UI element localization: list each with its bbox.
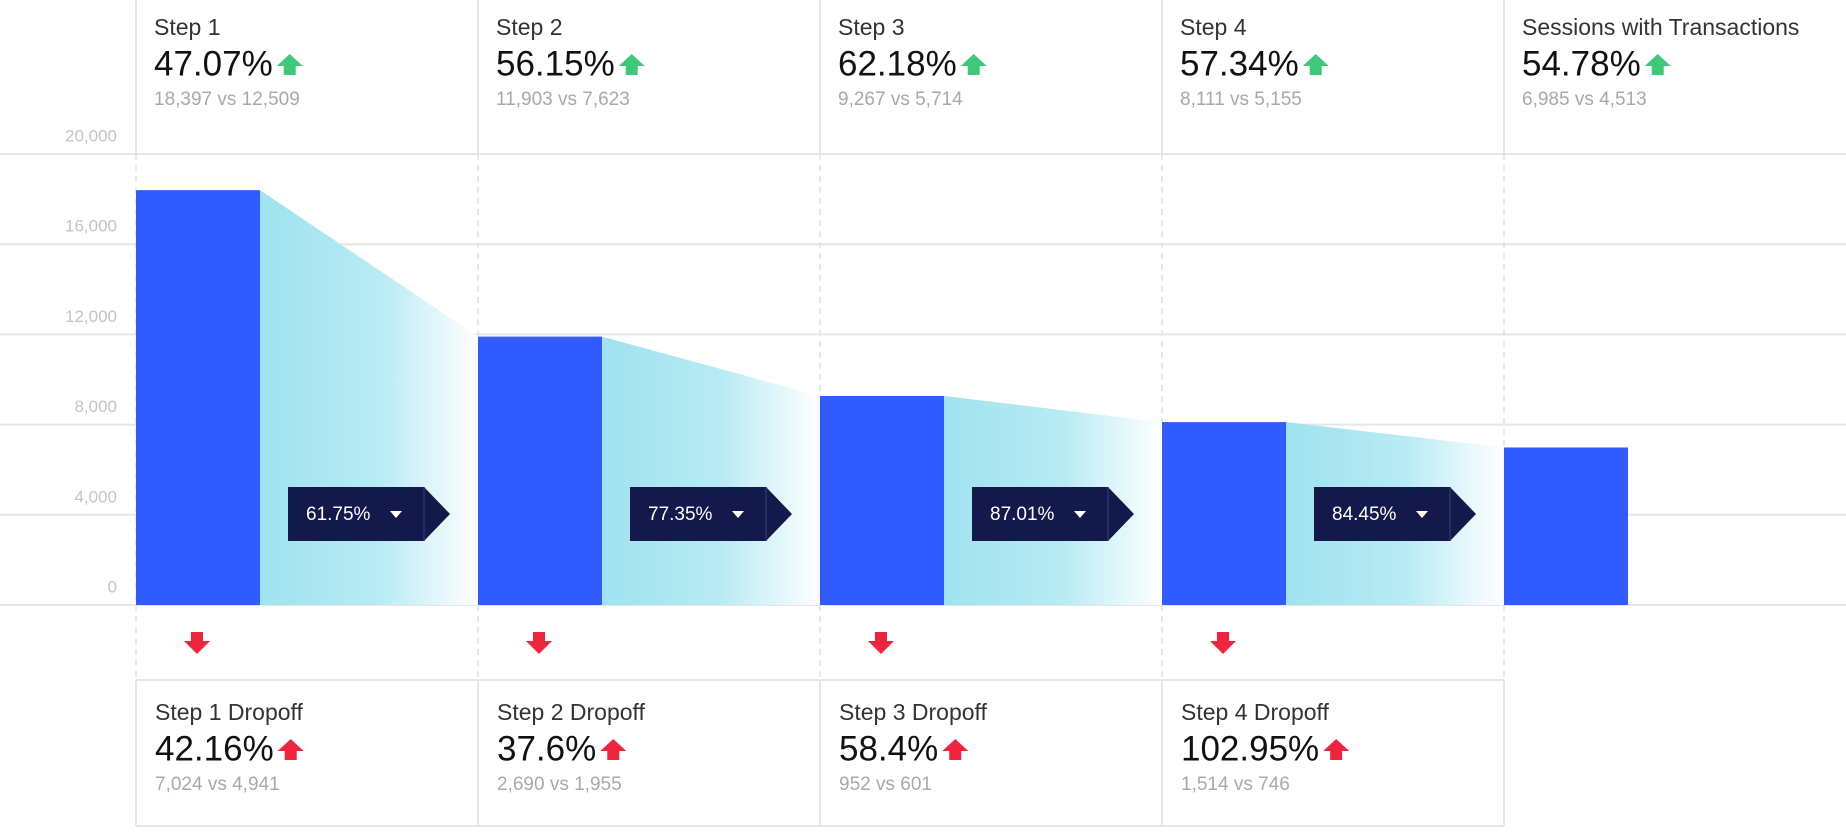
card-title: Step 4 Dropoff xyxy=(1181,699,1330,725)
y-tick-label: 0 xyxy=(108,577,117,596)
card-title: Step 1 Dropoff xyxy=(155,699,304,725)
flow-area xyxy=(260,190,478,605)
conversion-badge xyxy=(288,487,450,541)
card-rate: 47.07% xyxy=(154,44,273,83)
trend-arrow xyxy=(1302,54,1329,75)
dropoff-arrow xyxy=(184,632,210,654)
flow-area xyxy=(602,336,820,605)
trend-arrow xyxy=(618,54,645,75)
card-rate: 57.34% xyxy=(1180,44,1299,83)
card-compare: 8,111 vs 5,155 xyxy=(1180,89,1302,110)
y-tick-label: 16,000 xyxy=(65,217,117,236)
trend-arrow xyxy=(276,54,303,75)
y-tick-label: 4,000 xyxy=(74,487,117,506)
card-rate: 58.4% xyxy=(839,729,938,768)
card-rate: 54.78% xyxy=(1522,44,1641,83)
card-compare: 952 vs 601 xyxy=(839,774,932,795)
dropdown-caret xyxy=(1074,511,1086,518)
card-compare: 18,397 vs 12,509 xyxy=(154,89,300,110)
card-title: Step 1 xyxy=(154,14,221,40)
card-title: Step 3 xyxy=(838,14,905,40)
y-tick-label: 20,000 xyxy=(65,126,117,145)
conversion-label: 61.75% xyxy=(306,504,371,525)
card-title: Sessions with Transactions xyxy=(1522,14,1799,40)
card-compare: 1,514 vs 746 xyxy=(1181,774,1290,795)
card-compare: 2,690 vs 1,955 xyxy=(497,774,622,795)
card-title: Step 2 Dropoff xyxy=(497,699,646,725)
card-title: Step 2 xyxy=(496,14,563,40)
trend-arrow xyxy=(960,54,987,75)
trend-arrow xyxy=(600,739,627,760)
card-compare: 7,024 vs 4,941 xyxy=(155,774,280,795)
card-compare: 6,985 vs 4,513 xyxy=(1522,89,1647,110)
trend-arrow xyxy=(277,739,304,760)
dropoff-arrow xyxy=(526,632,552,654)
trend-arrow xyxy=(1323,739,1350,760)
card-rate: 42.16% xyxy=(155,729,274,768)
card-rate: 62.18% xyxy=(838,44,957,83)
dropdown-caret xyxy=(732,511,744,518)
dropdown-caret xyxy=(390,511,402,518)
dropdown-caret xyxy=(1416,511,1428,518)
card-rate: 37.6% xyxy=(497,729,596,768)
bar xyxy=(1504,447,1628,605)
conversion-badge xyxy=(1314,487,1476,541)
dropoff-arrow xyxy=(1210,632,1236,654)
y-tick-label: 8,000 xyxy=(74,397,117,416)
conversion-label: 87.01% xyxy=(990,504,1055,525)
bar xyxy=(820,396,944,605)
bar xyxy=(1162,422,1286,605)
conversion-label: 84.45% xyxy=(1332,504,1397,525)
card-compare: 9,267 vs 5,714 xyxy=(838,89,963,110)
dropoff-arrow xyxy=(868,632,894,654)
conversion-badge xyxy=(630,487,792,541)
card-compare: 11,903 vs 7,623 xyxy=(496,89,630,110)
card-rate: 56.15% xyxy=(496,44,615,83)
card-rate: 102.95% xyxy=(1181,729,1319,768)
bar xyxy=(478,336,602,605)
trend-arrow xyxy=(1644,54,1671,75)
trend-arrow xyxy=(942,739,969,760)
card-title: Step 3 Dropoff xyxy=(839,699,988,725)
bar xyxy=(136,190,260,605)
y-tick-label: 12,000 xyxy=(65,307,117,326)
conversion-label: 77.35% xyxy=(648,504,713,525)
card-title: Step 4 xyxy=(1180,14,1247,40)
conversion-badge xyxy=(972,487,1134,541)
